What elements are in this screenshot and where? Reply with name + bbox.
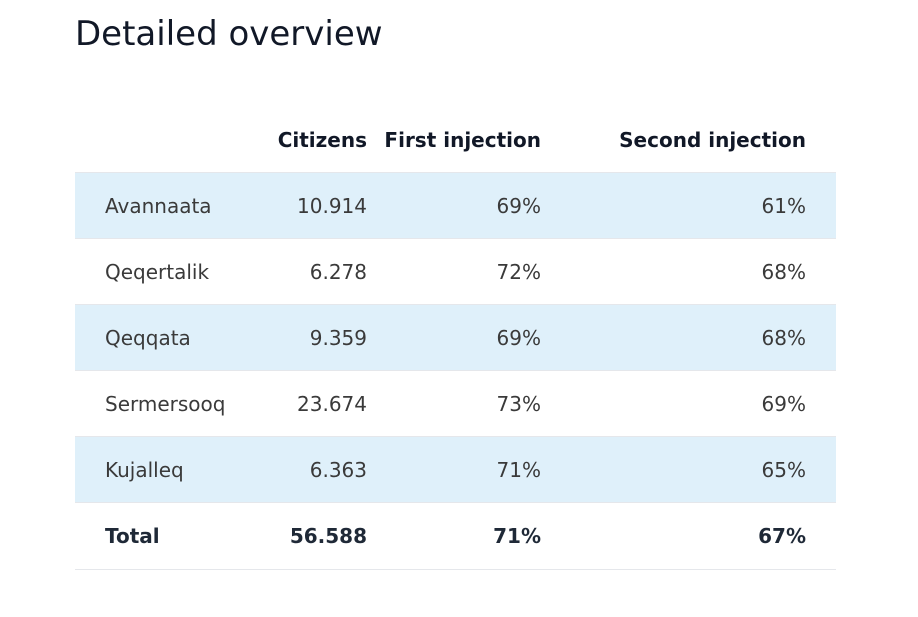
citizens-cell: 6.363 xyxy=(245,436,367,503)
column-header-first-injection: First injection xyxy=(367,108,571,173)
region-cell: Avannaata xyxy=(75,172,245,239)
citizens-cell: 9.359 xyxy=(245,304,367,371)
table-row: Avannaata 10.914 69% 61% xyxy=(75,172,836,239)
table-header: Citizens First injection Second injectio… xyxy=(75,108,836,173)
column-header-citizens: Citizens xyxy=(245,108,367,173)
first-injection-cell: 71% xyxy=(367,436,571,503)
citizens-cell: 23.674 xyxy=(245,370,367,437)
region-cell: Qeqqata xyxy=(75,304,245,371)
table-footer: Total 56.588 71% 67% xyxy=(75,502,836,570)
table-row: Sermersooq 23.674 73% 69% xyxy=(75,370,836,437)
region-cell: Kujalleq xyxy=(75,436,245,503)
region-cell: Qeqertalik xyxy=(75,238,245,305)
first-injection-cell: 72% xyxy=(367,238,571,305)
citizens-cell: 6.278 xyxy=(245,238,367,305)
total-first-injection: 71% xyxy=(367,502,571,570)
header-row: Citizens First injection Second injectio… xyxy=(75,108,836,173)
page-title: Detailed overview xyxy=(75,14,383,54)
second-injection-cell: 69% xyxy=(571,370,836,437)
second-injection-cell: 61% xyxy=(571,172,836,239)
column-header-region xyxy=(75,108,245,173)
overview-table: Citizens First injection Second injectio… xyxy=(75,108,836,570)
total-label: Total xyxy=(75,502,245,570)
column-header-second-injection: Second injection xyxy=(571,108,836,173)
table-body: Avannaata 10.914 69% 61% Qeqertalik 6.27… xyxy=(75,172,836,503)
second-injection-cell: 68% xyxy=(571,304,836,371)
total-citizens: 56.588 xyxy=(245,502,367,570)
table-row: Qeqertalik 6.278 72% 68% xyxy=(75,238,836,305)
total-second-injection: 67% xyxy=(571,502,836,570)
total-row: Total 56.588 71% 67% xyxy=(75,502,836,570)
first-injection-cell: 73% xyxy=(367,370,571,437)
first-injection-cell: 69% xyxy=(367,172,571,239)
citizens-cell: 10.914 xyxy=(245,172,367,239)
second-injection-cell: 65% xyxy=(571,436,836,503)
region-cell: Sermersooq xyxy=(75,370,245,437)
second-injection-cell: 68% xyxy=(571,238,836,305)
first-injection-cell: 69% xyxy=(367,304,571,371)
table-row: Qeqqata 9.359 69% 68% xyxy=(75,304,836,371)
table-row: Kujalleq 6.363 71% 65% xyxy=(75,436,836,503)
